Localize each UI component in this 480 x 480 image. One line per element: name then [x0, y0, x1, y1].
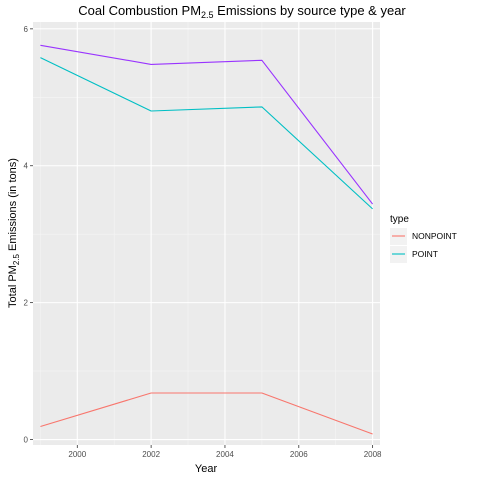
- y-axis-title: Total PM2.5 Emissions (in tons): [7, 158, 21, 308]
- legend-label: POINT: [412, 249, 438, 259]
- x-tick-label: 2008: [364, 450, 382, 459]
- grid-major: [33, 22, 380, 445]
- series-line-point: [40, 57, 373, 210]
- legend-title: type: [390, 214, 409, 225]
- x-tick-label: 2002: [142, 450, 160, 459]
- plot-panel: [33, 22, 380, 445]
- y-tick-label: 0: [24, 436, 29, 445]
- x-tick-label: 2000: [68, 450, 86, 459]
- series-line-nonpoint: [40, 392, 373, 435]
- y-axis: 0 2 4 6: [24, 25, 33, 445]
- y-tick-label: 2: [24, 299, 29, 308]
- x-tick-label: 2004: [216, 450, 234, 459]
- x-axis: 2000 2002 2004 2006 2008: [68, 445, 382, 459]
- y-tick-label: 4: [24, 162, 29, 171]
- grid-minor: [33, 22, 380, 445]
- legend: type NONPOINT POINT: [390, 214, 457, 263]
- x-tick-label: 2006: [290, 450, 308, 459]
- x-axis-title: Year: [195, 463, 218, 475]
- series-layer: [40, 44, 374, 435]
- chart-title: Coal Combustion PM2.5 Emissions by sourc…: [78, 3, 406, 20]
- series-line-total: [40, 44, 374, 205]
- legend-label: NONPOINT: [412, 231, 457, 241]
- y-tick-label: 6: [24, 25, 29, 34]
